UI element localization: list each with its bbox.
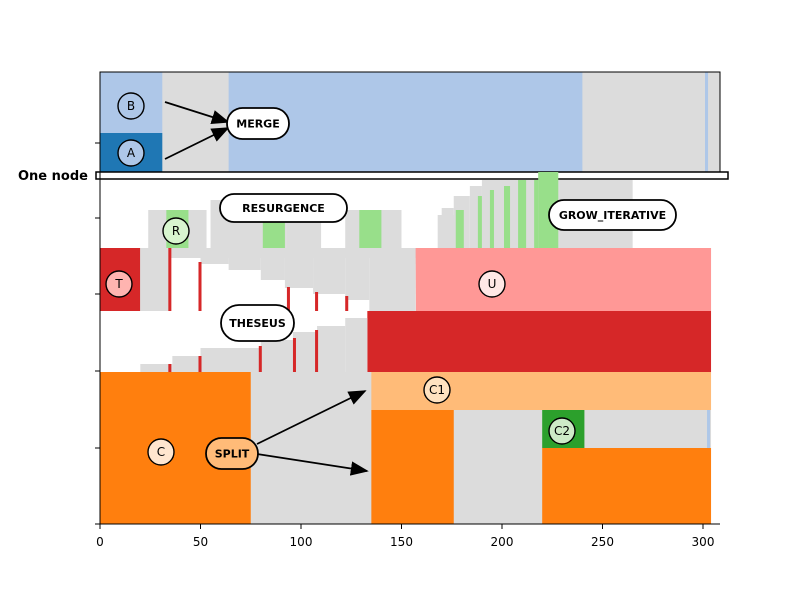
gray-lower-1 — [172, 356, 201, 372]
annotation-box-merge — [226, 107, 290, 140]
annotation-box-split — [205, 437, 259, 470]
green-grow-6 — [538, 172, 559, 248]
annotation-label-merge: MERGE — [236, 118, 279, 131]
red-line-upper-3 — [315, 292, 319, 311]
region-merged-edge — [705, 72, 709, 172]
red-line-upper-2 — [286, 287, 290, 311]
marker-circle-c1 — [423, 376, 451, 404]
annotation-box-theseus — [220, 304, 295, 342]
one-node-label: One node — [18, 169, 88, 184]
arrow-2 — [256, 390, 367, 445]
marker-label-b: B — [127, 99, 135, 113]
red-line-lower-2 — [258, 346, 262, 372]
green-strip-3 — [359, 210, 382, 248]
green-grow-0 — [455, 210, 464, 248]
red-line-lower-0 — [168, 364, 172, 372]
green-grow-3 — [504, 186, 511, 248]
white-gap-left — [100, 311, 141, 372]
green-grow-2 — [489, 190, 494, 248]
marker-circle-c — [147, 438, 175, 466]
marker-label-c: C — [157, 445, 165, 459]
green-grow-5 — [534, 180, 539, 248]
green-grow-1 — [477, 196, 482, 248]
region-red-lower — [367, 311, 712, 372]
x-tick-label-200: 200 — [491, 535, 514, 549]
red-line-upper-0 — [168, 248, 172, 311]
annotation-box-resurgence — [219, 193, 348, 223]
marker-label-r: R — [172, 224, 180, 238]
x-tick-label-0: 0 — [96, 535, 104, 549]
axes: 0 50 100 150 200 250 300 — [95, 72, 720, 549]
marker-label-c2: C2 — [554, 424, 570, 438]
gray-upper-1 — [170, 248, 201, 258]
gray-lower-5 — [317, 326, 346, 372]
annotations-layer: MERGE RESURGENCE GROW_ITERATIVE THESEUS SPLI… — [105, 92, 677, 476]
region-c-b — [542, 448, 712, 524]
red-line-lower-4 — [315, 330, 319, 372]
annotation-label-resurgence: RESURGENCE — [242, 202, 325, 215]
x-tick-label-300: 300 — [692, 535, 715, 549]
marker-circle-t — [105, 270, 133, 298]
gray-upper-7 — [345, 248, 370, 300]
gray-upper-0 — [140, 248, 171, 311]
plot-area — [95, 71, 729, 524]
marker-label-u: U — [488, 277, 497, 291]
region-c-a — [371, 410, 454, 524]
region-edge-blue — [707, 410, 711, 448]
gray-upper-8 — [369, 248, 416, 311]
gray-upper-4 — [260, 248, 285, 280]
green-grow-4 — [518, 180, 527, 248]
marker-circle-c2 — [548, 417, 576, 445]
annotation-label-grow: GROW_ITERATIVE — [559, 209, 666, 222]
region-c1 — [371, 372, 712, 410]
red-line-upper-1 — [198, 262, 202, 311]
marker-label-c1: C1 — [429, 383, 445, 397]
red-line-upper-4 — [345, 296, 349, 311]
arrow-1 — [164, 127, 230, 160]
arrow-3 — [256, 453, 369, 476]
marker-label-t: T — [114, 277, 123, 291]
annotation-label-split: SPLIT — [215, 448, 250, 461]
gray-lower-4 — [292, 332, 318, 372]
annotation-box-grow — [548, 199, 677, 231]
marker-circle-b — [117, 92, 145, 120]
gray-lower-2 — [200, 348, 261, 372]
marker-circle-u — [478, 270, 506, 298]
x-tick-label-50: 50 — [193, 535, 208, 549]
marker-circle-a — [117, 139, 145, 167]
gray-block-8 — [481, 180, 523, 248]
x-tick-label-250: 250 — [591, 535, 614, 549]
gray-lower-6 — [345, 318, 368, 372]
gray-block-5 — [441, 208, 454, 248]
x-tick-label-100: 100 — [290, 535, 313, 549]
gray-upper-5 — [284, 248, 314, 288]
marker-label-a: A — [127, 146, 136, 160]
gray-lower-0 — [140, 364, 173, 372]
annotation-label-theseus: THESEUS — [229, 317, 286, 330]
gray-upper-6 — [313, 248, 346, 294]
red-line-lower-3 — [292, 338, 296, 372]
region-u — [415, 248, 712, 311]
gray-upper-3 — [228, 248, 261, 270]
red-line-lower-1 — [198, 356, 202, 372]
arrow-0 — [164, 101, 230, 124]
one-node-strip — [95, 171, 729, 180]
marker-circle-r — [162, 217, 190, 245]
gray-upper-2 — [200, 248, 229, 264]
gray-lower-3 — [260, 340, 293, 372]
x-tick-label-150: 150 — [390, 535, 413, 549]
